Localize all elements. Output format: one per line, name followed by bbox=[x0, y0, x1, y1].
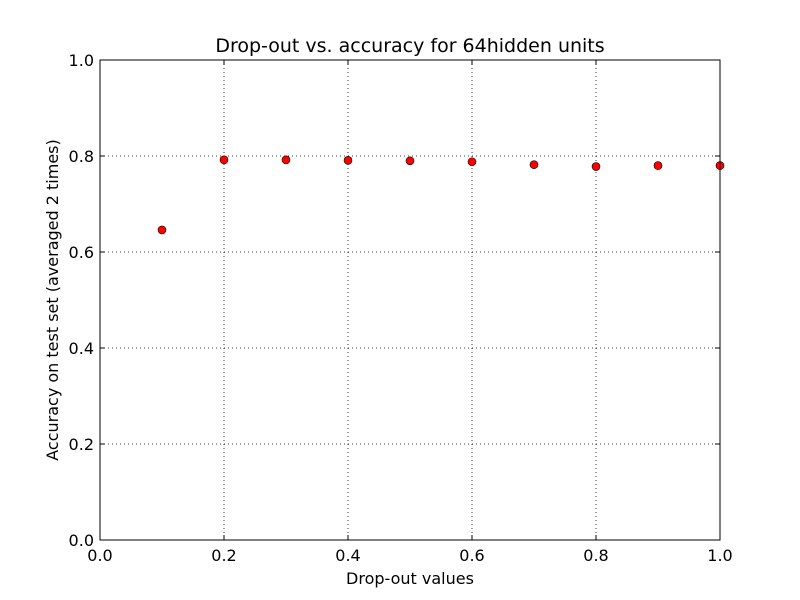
x-tick-label: 0.0 bbox=[87, 546, 112, 565]
x-tick-label: 0.8 bbox=[583, 546, 608, 565]
y-tick-label: 0.0 bbox=[69, 531, 94, 550]
y-tick-label: 0.6 bbox=[69, 243, 94, 262]
y-tick-label: 0.2 bbox=[69, 435, 94, 454]
data-point bbox=[591, 162, 601, 171]
data-point bbox=[219, 155, 229, 165]
data-point bbox=[529, 160, 539, 169]
y-tick-label: 0.8 bbox=[69, 147, 94, 166]
plot-area-frame bbox=[99, 59, 721, 541]
x-axis-label: Drop-out values bbox=[346, 569, 474, 588]
tick-labels: 0.0 0.2 0.4 0.6 0.8 1.0 0.0 0.2 0.4 0.6 0.8 1.0 bbox=[69, 51, 733, 565]
y-tick-label: 1.0 bbox=[69, 51, 94, 70]
chart-title: Drop-out vs. accuracy for 64hidden units bbox=[215, 35, 604, 57]
x-tick-label: 0.2 bbox=[211, 546, 236, 565]
data-point bbox=[157, 225, 167, 235]
x-tick-label: 0.6 bbox=[459, 546, 484, 565]
x-tick-label: 0.4 bbox=[335, 546, 360, 565]
y-tick-label: 0.4 bbox=[69, 339, 94, 358]
y-axis-label: Accuracy on test set (averaged 2 times) bbox=[43, 139, 62, 460]
data-point bbox=[653, 161, 663, 170]
x-tick-label: 1.0 bbox=[707, 546, 732, 565]
data-point bbox=[281, 155, 291, 165]
data-point bbox=[343, 156, 353, 165]
data-point bbox=[467, 157, 477, 167]
data-points bbox=[157, 155, 725, 235]
data-point bbox=[405, 156, 415, 166]
